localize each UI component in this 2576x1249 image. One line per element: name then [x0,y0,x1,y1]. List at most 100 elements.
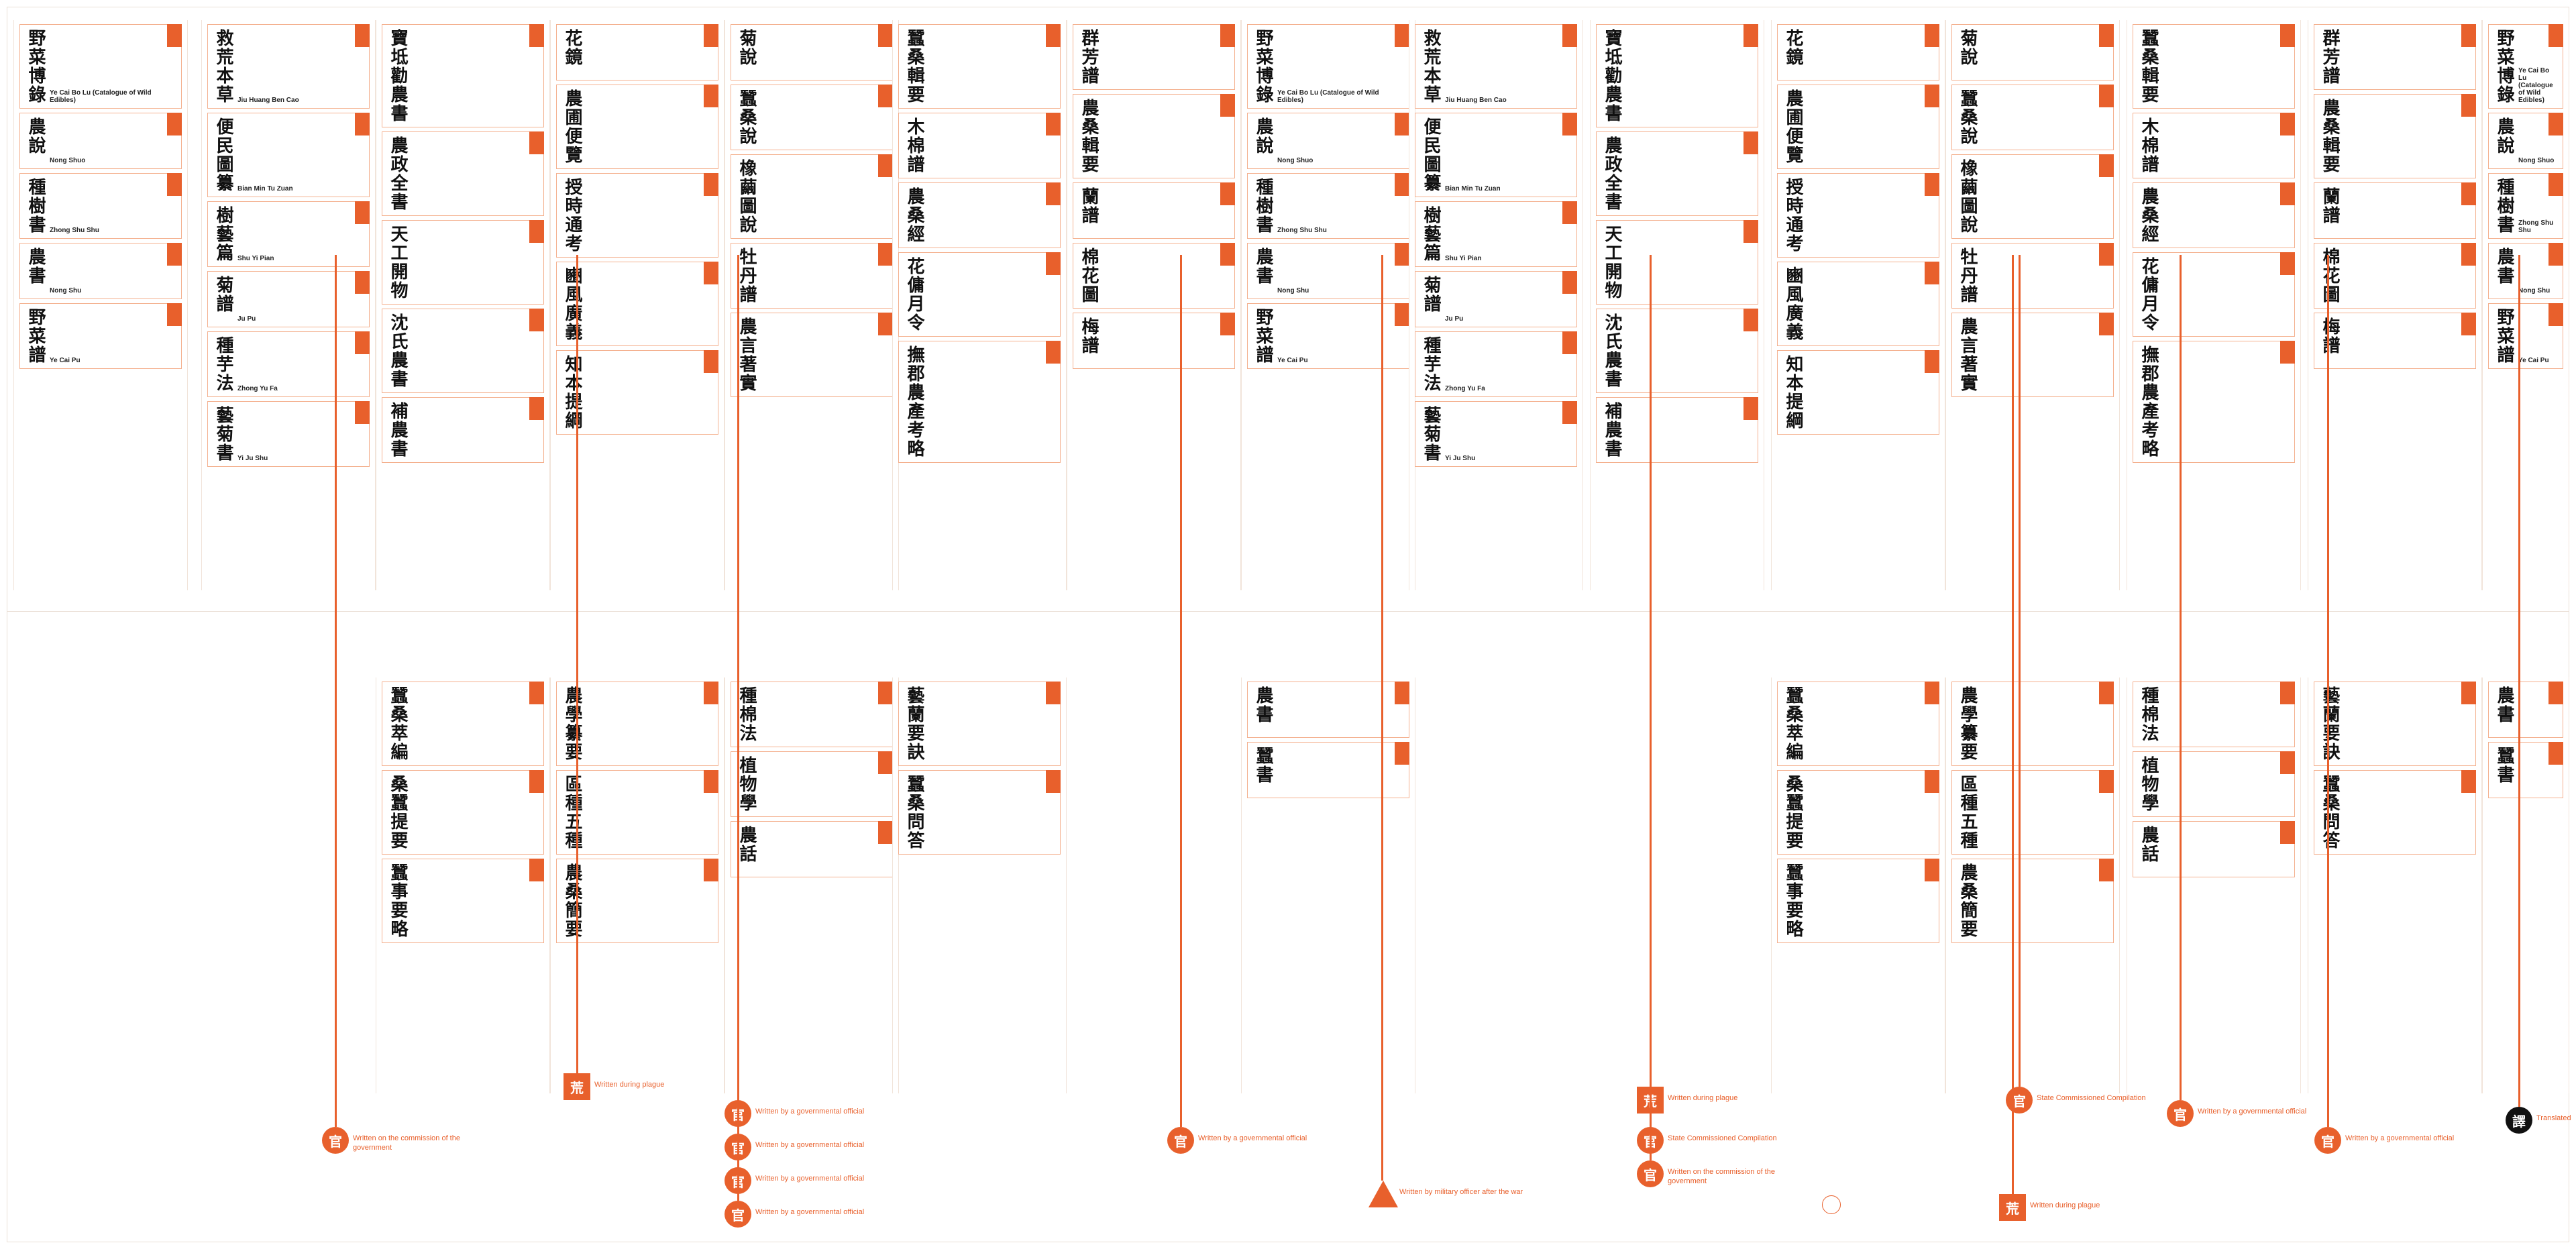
book-entry[interactable]: 農政全書 [382,131,544,216]
timeline-node-icon[interactable]: 官 [1167,1127,1194,1154]
book-entry[interactable]: 知本提綱 [556,350,718,435]
book-entry[interactable]: 種芋法 Zhong Yu Fa [1415,331,1577,397]
timeline-node-icon[interactable]: 官 [1637,1160,1664,1187]
book-entry[interactable]: 花傭月令 [898,252,1061,337]
book-entry[interactable]: 樹藝篇 Shu Yi Pian [207,201,370,267]
book-entry[interactable]: 木棉譜 [2133,113,2295,178]
book-entry[interactable]: 農書 [2488,682,2563,738]
book-entry[interactable]: 種樹書 Zhong Shu Shu [19,173,182,239]
book-entry[interactable]: 菊譜 Ju Pu [207,271,370,327]
book-entry[interactable]: 植物學 [731,751,893,817]
book-entry[interactable]: 區種五種 [556,770,718,855]
book-entry[interactable]: 花鏡 [556,24,718,80]
timeline-node-icon[interactable]: 譯 [2506,1107,2532,1134]
book-entry[interactable]: 群芳譜 [2314,24,2476,90]
timeline-node-icon[interactable]: 荒 [564,1073,590,1100]
book-entry[interactable]: 農桑簡要 [556,859,718,943]
book-entry[interactable]: 農言著實 [1951,313,2114,397]
book-entry[interactable]: 菊說 [731,24,893,80]
book-entry[interactable]: 便民圖纂 Bian Min Tu Zuan [1415,113,1577,197]
book-entry[interactable]: 植物學 [2133,751,2295,817]
book-entry[interactable]: 農說 Nong Shuo [2488,113,2563,169]
timeline-node-icon[interactable]: 官 [2314,1127,2341,1154]
book-entry[interactable]: 農圃便覽 [1777,85,1939,169]
book-entry[interactable]: 農說 Nong Shuo [1247,113,1409,169]
book-entry[interactable]: 藝蘭要訣 [898,682,1061,766]
book-entry[interactable]: 沈氏農書 [1596,309,1758,393]
book-entry[interactable]: 蠶書 [1247,742,1409,798]
book-entry[interactable]: 種樹書 Zhong Shu Shu [2488,173,2563,239]
book-entry[interactable]: 寶坻勸農書 [382,24,544,127]
book-entry[interactable]: 區種五種 [1951,770,2114,855]
book-entry[interactable]: 野菜博錄 Ye Cai Bo Lu (Catalogue of Wild Edib… [2488,24,2563,109]
book-entry[interactable]: 野菜譜 Ye Cai Pu [2488,303,2563,369]
book-entry[interactable]: 農學纂要 [1951,682,2114,766]
book-entry[interactable]: 農書 Nong Shu [19,243,182,299]
book-entry[interactable]: 蠶事要略 [382,859,544,943]
book-entry[interactable]: 木棉譜 [898,113,1061,178]
book-entry[interactable]: 補農書 [1596,397,1758,463]
book-entry[interactable]: 種棉法 [731,682,893,747]
book-entry[interactable]: 農桑經 [2133,182,2295,248]
book-entry[interactable]: 授時通考 [1777,173,1939,258]
timeline-node-icon[interactable]: 官 [724,1201,751,1228]
book-entry[interactable]: 救荒本草 Jiu Huang Ben Cao [207,24,370,109]
book-entry[interactable]: 橡繭圖說 [731,154,893,239]
book-entry[interactable]: 蠶桑說 [731,85,893,150]
book-entry[interactable]: 便民圖纂 Bian Min Tu Zuan [207,113,370,197]
timeline-node-icon[interactable]: 荒 [1999,1194,2026,1221]
timeline-node-icon[interactable]: 官 [2167,1100,2194,1127]
book-entry[interactable]: 救荒本草 Jiu Huang Ben Cao [1415,24,1577,109]
book-entry[interactable]: 補農書 [382,397,544,463]
book-entry[interactable]: 藝菊書 Yi Ju Shu [1415,401,1577,467]
book-entry[interactable]: 蘭譜 [2314,182,2476,239]
book-entry[interactable]: 種芋法 Zhong Yu Fa [207,331,370,397]
book-entry[interactable]: 花鏡 [1777,24,1939,80]
book-entry[interactable]: 寶坻勸農書 [1596,24,1758,127]
book-entry[interactable]: 蠶桑輯要 [2133,24,2295,109]
book-entry[interactable]: 農話 [731,821,893,877]
book-entry[interactable]: 蠶桑萃編 [382,682,544,766]
book-entry[interactable]: 橡繭圖說 [1951,154,2114,239]
book-entry[interactable]: 梅譜 [1073,313,1235,369]
book-entry[interactable]: 農桑經 [898,182,1061,248]
book-entry[interactable]: 農書 Nong Shu [2488,243,2563,299]
book-entry[interactable]: 農桑簡要 [1951,859,2114,943]
book-entry[interactable]: 牡丹譜 [1951,243,2114,309]
book-entry[interactable]: 梅譜 [2314,313,2476,369]
book-entry[interactable]: 棉花圖 [2314,243,2476,309]
book-entry[interactable]: 豳風廣義 [556,262,718,346]
book-entry[interactable]: 蠶桑問答 [898,770,1061,855]
book-entry[interactable]: 牡丹譜 [731,243,893,309]
book-entry[interactable]: 野菜博錄 Ye Cai Bo Lu (Catalogue of Wild Edib… [19,24,182,109]
book-entry[interactable]: 桑蠶提要 [382,770,544,855]
book-entry[interactable]: 種樹書 Zhong Shu Shu [1247,173,1409,239]
book-entry[interactable]: 農圃便覽 [556,85,718,169]
book-entry[interactable]: 蠶書 [2488,742,2563,798]
book-entry[interactable]: 野菜譜 Ye Cai Pu [19,303,182,369]
book-entry[interactable]: 藝菊書 Yi Ju Shu [207,401,370,467]
book-entry[interactable]: 天工開物 [382,220,544,305]
book-entry[interactable]: 花傭月令 [2133,252,2295,337]
book-entry[interactable]: 野菜博錄 Ye Cai Bo Lu (Catalogue of Wild Edib… [1247,24,1409,109]
timeline-node-icon[interactable]: 官 [2006,1087,2033,1114]
book-entry[interactable]: 沈氏農書 [382,309,544,393]
book-entry[interactable]: 撫郡農產考略 [898,341,1061,463]
book-entry[interactable]: 農政全書 [1596,131,1758,216]
book-entry[interactable]: 豳風廣義 [1777,262,1939,346]
book-entry[interactable]: 知本提綱 [1777,350,1939,435]
book-entry[interactable]: 農言著實 [731,313,893,397]
book-entry[interactable]: 蠶桑萃編 [1777,682,1939,766]
book-entry[interactable]: 棉花圖 [1073,243,1235,309]
book-entry[interactable]: 撫郡農產考略 [2133,341,2295,463]
book-entry[interactable]: 農學纂要 [556,682,718,766]
book-entry[interactable]: 蠶事要略 [1777,859,1939,943]
book-entry[interactable]: 農書 Nong Shu [1247,243,1409,299]
book-entry[interactable]: 農桑輯要 [1073,94,1235,178]
book-entry[interactable]: 群芳譜 [1073,24,1235,90]
book-entry[interactable]: 蘭譜 [1073,182,1235,239]
book-entry[interactable]: 蠶桑說 [1951,85,2114,150]
book-entry[interactable]: 農話 [2133,821,2295,877]
book-entry[interactable]: 藝蘭要訣 [2314,682,2476,766]
timeline-node-icon[interactable]: 官 [322,1127,349,1154]
